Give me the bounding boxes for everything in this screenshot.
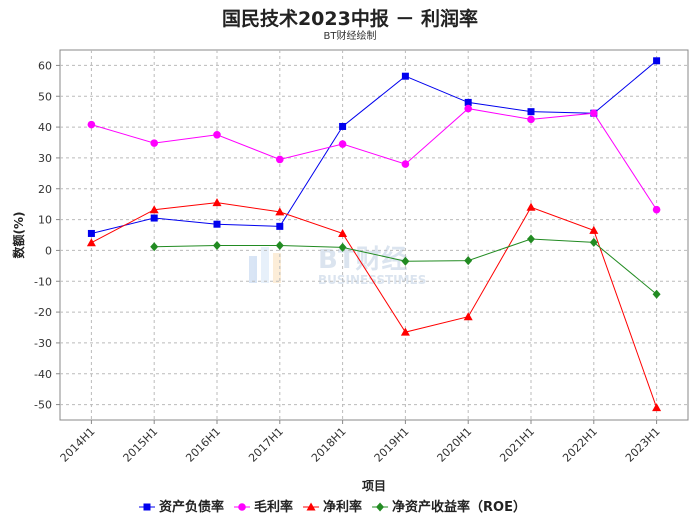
series-2 bbox=[86, 198, 662, 412]
data-point bbox=[589, 225, 599, 234]
y-axis-ticks: 60 50 40 30 20 10 0 -10 -20 -30 -40 -50 bbox=[34, 59, 60, 412]
data-point bbox=[338, 242, 347, 252]
data-point bbox=[150, 214, 158, 222]
legend-marker bbox=[238, 503, 246, 511]
x-tick-label: 2020H1 bbox=[435, 425, 475, 465]
legend-item: 毛利率 bbox=[234, 499, 293, 515]
series-3 bbox=[150, 234, 661, 299]
data-point bbox=[150, 139, 158, 147]
watermark-text: BT财经 bbox=[318, 244, 408, 275]
y-tick-label: 50 bbox=[38, 90, 52, 103]
data-point bbox=[589, 237, 598, 247]
series-line bbox=[91, 60, 657, 234]
x-tick-label: 2017H1 bbox=[246, 425, 286, 465]
data-point bbox=[401, 72, 409, 80]
data-point bbox=[213, 240, 221, 250]
legend-item: 资产负债率 bbox=[139, 499, 224, 515]
watermark-logo-bar-1 bbox=[249, 256, 257, 283]
data-point bbox=[526, 202, 536, 211]
data-point bbox=[213, 220, 221, 228]
data-point bbox=[463, 312, 473, 321]
data-point bbox=[275, 240, 284, 250]
data-point bbox=[87, 229, 95, 237]
y-tick-label: 0 bbox=[45, 244, 52, 257]
x-tick-label: 2022H1 bbox=[560, 425, 600, 465]
data-point bbox=[527, 234, 535, 244]
legend-marker bbox=[306, 502, 316, 511]
data-point bbox=[527, 115, 535, 124]
x-tick-label: 2019H1 bbox=[372, 425, 412, 465]
x-tick-label: 2018H1 bbox=[309, 425, 349, 465]
chart-subtitle: BT财经绘制 bbox=[323, 31, 377, 42]
x-axis-label: 项目 bbox=[362, 479, 386, 493]
y-tick-label: 40 bbox=[38, 121, 52, 134]
data-point bbox=[212, 198, 222, 207]
x-tick-label: 2015H1 bbox=[121, 425, 161, 465]
legend-item: 净资产收益率（ROE） bbox=[372, 499, 526, 515]
watermark: BT财经 BUSINESSTIMES bbox=[249, 244, 426, 287]
data-point bbox=[339, 122, 347, 130]
legend-label: 净利率 bbox=[323, 499, 362, 515]
y-tick-label: 60 bbox=[38, 59, 52, 72]
data-point bbox=[652, 289, 661, 299]
data-point bbox=[87, 120, 96, 129]
series-line bbox=[91, 108, 658, 210]
x-tick-label: 2021H1 bbox=[497, 425, 537, 465]
chart-title: 国民技术2023中报 － 利润率 bbox=[221, 8, 479, 30]
series-line bbox=[91, 202, 658, 408]
data-point bbox=[401, 160, 410, 168]
y-tick-label: -20 bbox=[34, 306, 52, 319]
data-point bbox=[527, 108, 535, 116]
series-1 bbox=[87, 104, 661, 214]
data-point bbox=[400, 327, 410, 336]
data-point bbox=[213, 130, 221, 139]
data-point bbox=[653, 57, 661, 65]
watermark-logo-bar-2 bbox=[261, 247, 269, 283]
x-tick-label: 2016H1 bbox=[183, 425, 223, 465]
data-point bbox=[276, 222, 284, 230]
plot-area bbox=[59, 49, 689, 421]
legend-label: 毛利率 bbox=[254, 499, 293, 515]
data-point bbox=[338, 140, 347, 148]
data-point bbox=[149, 205, 159, 214]
x-axis-ticks: 2014H1 2015H1 2016H1 2017H1 2018H1 2019H1 2020… bbox=[58, 420, 663, 465]
y-tick-label: 20 bbox=[38, 183, 52, 196]
legend-marker bbox=[143, 503, 151, 511]
data-point bbox=[652, 205, 661, 214]
watermark-logo-bar-3 bbox=[273, 253, 281, 283]
y-tick-label: -10 bbox=[34, 275, 52, 288]
data-point bbox=[275, 207, 285, 216]
data-point bbox=[464, 98, 472, 106]
y-tick-label: 30 bbox=[38, 152, 52, 165]
data-point bbox=[464, 104, 473, 113]
y-tick-label: -30 bbox=[34, 337, 52, 350]
y-tick-label: -50 bbox=[34, 399, 52, 412]
data-point bbox=[652, 403, 662, 412]
y-tick-label: 10 bbox=[38, 214, 52, 227]
x-tick-label: 2014H1 bbox=[58, 425, 98, 465]
data-point bbox=[401, 256, 410, 266]
data-point bbox=[464, 256, 473, 266]
y-axis-label: 数额(%) bbox=[11, 212, 26, 259]
data-point bbox=[338, 228, 348, 237]
data-point bbox=[590, 109, 598, 118]
series-group bbox=[86, 57, 662, 412]
data-point bbox=[150, 242, 159, 252]
legend-label: 净资产收益率（ROE） bbox=[392, 499, 526, 515]
data-point bbox=[276, 155, 284, 164]
y-tick-label: -40 bbox=[34, 368, 52, 381]
data-point bbox=[86, 238, 96, 247]
legend-label: 资产负债率 bbox=[159, 499, 224, 515]
legend: 资产负债率 毛利率 净利率 净资产收益率（ROE） bbox=[139, 499, 526, 515]
x-tick-label: 2023H1 bbox=[623, 425, 663, 465]
legend-item: 净利率 bbox=[303, 499, 362, 515]
legend-marker bbox=[376, 502, 385, 512]
